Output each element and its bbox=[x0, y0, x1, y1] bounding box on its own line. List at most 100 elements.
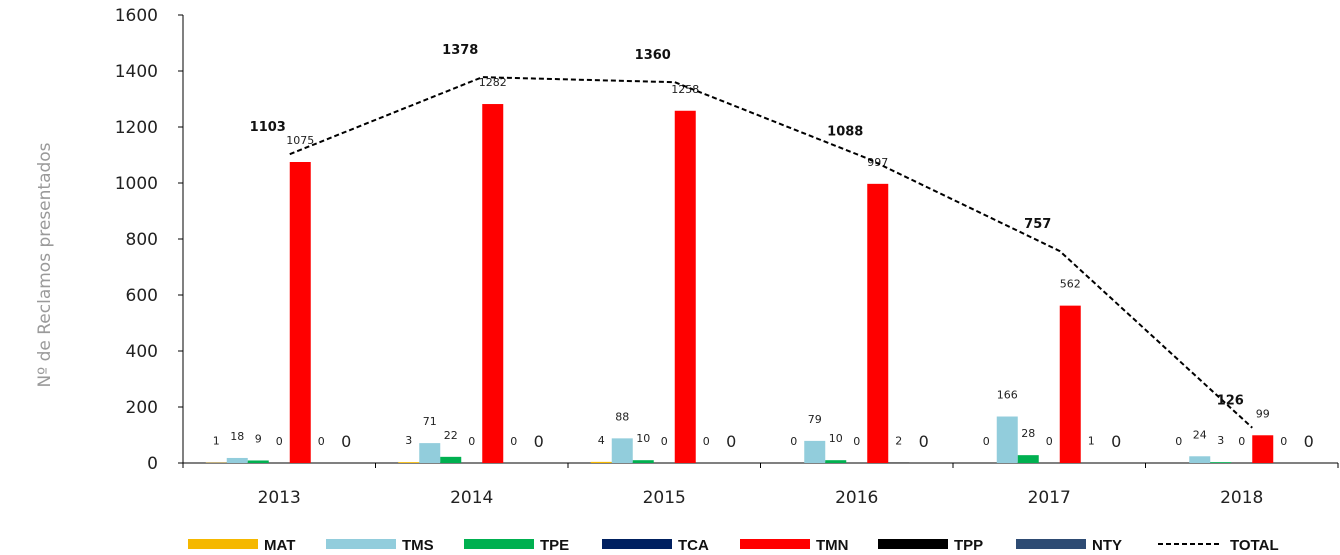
bar-tpe bbox=[440, 456, 462, 463]
data-label-tmn: 1282 bbox=[479, 76, 507, 89]
total-series: 1103 1378 1360 1088 757 126 bbox=[250, 43, 1253, 429]
data-label-tms: 88 bbox=[615, 410, 629, 423]
y-tick-label: 800 bbox=[126, 230, 158, 250]
data-label-mat: 0 bbox=[1175, 435, 1182, 448]
total-label: 1088 bbox=[827, 124, 863, 139]
data-label-tms: 71 bbox=[423, 415, 437, 428]
bar-tpp bbox=[888, 462, 910, 463]
total-label: 1103 bbox=[250, 120, 286, 135]
data-label-tca: 0 bbox=[853, 435, 860, 448]
y-axis: 0 200 400 600 800 1000 1200 1400 1600 bbox=[115, 6, 184, 474]
y-axis-label: Nº de Reclamos presentados bbox=[35, 142, 55, 387]
data-label-mat: 0 bbox=[983, 435, 990, 448]
data-label-tpe: 28 bbox=[1021, 427, 1035, 440]
bar-tmn bbox=[674, 110, 696, 463]
bar-tmn bbox=[867, 183, 889, 463]
data-label-tms: 166 bbox=[997, 389, 1018, 402]
x-axis: 2013 2014 2015 2016 2017 2018 bbox=[182, 462, 1339, 508]
data-label-tpe: 10 bbox=[829, 432, 843, 445]
data-label-tpp: 0 bbox=[318, 435, 325, 448]
data-label-tmn: 1258 bbox=[671, 83, 699, 96]
total-label: 757 bbox=[1024, 217, 1051, 232]
bar-tpe bbox=[1017, 455, 1039, 463]
y-tick-label: 1600 bbox=[115, 6, 158, 26]
data-label-mat: 1 bbox=[213, 435, 220, 448]
x-tick-label: 2013 bbox=[258, 488, 301, 508]
bar-mat bbox=[590, 461, 612, 463]
data-label-tpe: 3 bbox=[1217, 434, 1224, 447]
data-label-tca: 0 bbox=[468, 435, 475, 448]
y-tick-label: 200 bbox=[126, 398, 158, 418]
bar-tpe bbox=[632, 460, 654, 463]
data-label-nty: 0 bbox=[1111, 432, 1121, 451]
data-label-nty: 0 bbox=[1304, 432, 1314, 451]
y-tick-label: 1400 bbox=[115, 62, 158, 82]
y-tick-label: 1000 bbox=[115, 174, 158, 194]
bar-tms bbox=[226, 457, 248, 463]
legend-swatch-tmn bbox=[740, 539, 810, 549]
total-label: 126 bbox=[1217, 394, 1244, 409]
data-label-tpp: 0 bbox=[510, 435, 517, 448]
bar-tmn bbox=[289, 162, 311, 463]
legend-swatch-mat bbox=[188, 539, 258, 549]
legend-swatch-nty bbox=[1016, 539, 1086, 549]
x-tick-label: 2015 bbox=[643, 488, 686, 508]
legend-label-nty: NTY bbox=[1092, 537, 1122, 554]
data-label-tms: 79 bbox=[808, 413, 822, 426]
legend-label-tmn: TMN bbox=[816, 537, 849, 554]
bars bbox=[205, 104, 1274, 463]
bar-mat bbox=[398, 462, 420, 463]
x-tick-label: 2014 bbox=[450, 488, 493, 508]
data-label-tmn: 99 bbox=[1256, 407, 1270, 420]
legend-label-tpe: TPE bbox=[540, 537, 569, 554]
legend-swatch-tpp bbox=[878, 539, 948, 549]
bar-tmn bbox=[1252, 435, 1274, 463]
y-tick-label: 0 bbox=[147, 454, 158, 474]
data-label-tms: 18 bbox=[230, 430, 244, 443]
data-label-mat: 0 bbox=[790, 435, 797, 448]
bar-tms bbox=[419, 443, 441, 463]
bar-tpe bbox=[825, 460, 847, 463]
data-label-nty: 0 bbox=[919, 432, 929, 451]
total-label: 1378 bbox=[442, 43, 478, 58]
data-label-tca: 0 bbox=[1238, 435, 1245, 448]
data-label-tpp: 0 bbox=[1280, 435, 1287, 448]
bar-tmn bbox=[1059, 305, 1081, 463]
bar-tms bbox=[804, 440, 826, 463]
data-label-nty: 0 bbox=[726, 432, 736, 451]
legend-label-tms: TMS bbox=[402, 537, 434, 554]
bar-tmn bbox=[482, 104, 504, 463]
y-tick-label: 400 bbox=[126, 342, 158, 362]
legend-label-tpp: TPP bbox=[954, 537, 983, 554]
data-label-nty: 0 bbox=[534, 432, 544, 451]
data-label-tpe: 22 bbox=[444, 429, 458, 442]
y-tick-label: 600 bbox=[126, 286, 158, 306]
legend-label-mat: MAT bbox=[264, 537, 295, 554]
bar-tms bbox=[996, 416, 1018, 463]
total-line bbox=[289, 76, 1253, 429]
legend-label-total: TOTAL bbox=[1230, 537, 1279, 554]
data-label-tpe: 9 bbox=[255, 432, 262, 445]
data-label-tca: 0 bbox=[276, 435, 283, 448]
x-tick-label: 2018 bbox=[1220, 488, 1263, 508]
data-label-tpp: 1 bbox=[1088, 435, 1095, 448]
data-label-tpp: 2 bbox=[895, 434, 902, 447]
data-label-mat: 4 bbox=[598, 434, 605, 447]
legend-swatch-tms bbox=[326, 539, 396, 549]
x-tick-label: 2016 bbox=[835, 488, 878, 508]
data-label-tmn: 1075 bbox=[286, 134, 314, 147]
data-label-tpe: 10 bbox=[636, 432, 650, 445]
legend-label-tca: TCA bbox=[678, 537, 709, 554]
data-label-tmn: 562 bbox=[1060, 278, 1081, 291]
legend: MAT TMS TPE TCA TMN TPP NTY TOTAL bbox=[188, 537, 1279, 554]
legend-swatch-tpe bbox=[464, 539, 534, 549]
data-label-tms: 24 bbox=[1193, 428, 1207, 441]
legend-swatch-tca bbox=[602, 539, 672, 549]
x-tick-label: 2017 bbox=[1028, 488, 1071, 508]
data-label-tpp: 0 bbox=[703, 435, 710, 448]
bar-tms bbox=[611, 438, 633, 463]
data-label-mat: 3 bbox=[405, 434, 412, 447]
bar-tpe bbox=[1210, 462, 1232, 463]
